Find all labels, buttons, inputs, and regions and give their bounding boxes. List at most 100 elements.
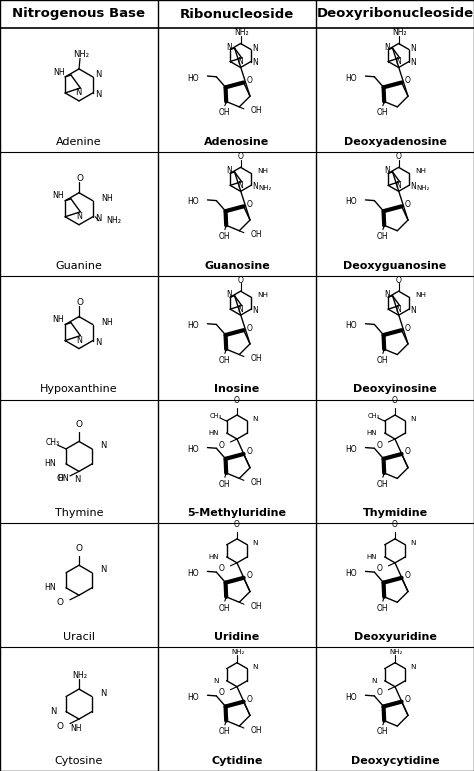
- Text: Adenine: Adenine: [56, 136, 102, 146]
- Text: N: N: [213, 678, 219, 684]
- Text: 5-Methyluridine: 5-Methyluridine: [188, 508, 286, 518]
- Text: NH₂: NH₂: [73, 671, 88, 680]
- Text: O: O: [219, 564, 224, 574]
- Text: Cytidine: Cytidine: [211, 756, 263, 766]
- Text: O: O: [219, 689, 224, 697]
- Text: N: N: [252, 305, 258, 315]
- Text: OH: OH: [219, 480, 231, 489]
- Text: OH: OH: [251, 478, 263, 487]
- Text: Uridine: Uridine: [214, 632, 260, 642]
- Text: NH₂: NH₂: [259, 185, 272, 191]
- Text: NH: NH: [101, 318, 113, 327]
- Text: N: N: [410, 305, 416, 315]
- Text: CH₃: CH₃: [368, 413, 380, 419]
- Text: Deoxyuridine: Deoxyuridine: [354, 632, 437, 642]
- Text: OH: OH: [251, 601, 263, 611]
- Text: NH₂: NH₂: [389, 649, 403, 655]
- Text: O: O: [246, 447, 253, 456]
- Text: N: N: [100, 689, 106, 698]
- Text: N: N: [410, 416, 416, 422]
- Text: O: O: [246, 200, 253, 209]
- Text: N: N: [385, 167, 391, 176]
- Text: O: O: [75, 544, 82, 553]
- Text: HN: HN: [44, 583, 56, 592]
- Text: OH: OH: [251, 354, 263, 363]
- Text: NH: NH: [415, 168, 426, 174]
- Text: OH: OH: [377, 480, 389, 489]
- Text: N: N: [410, 664, 416, 670]
- Text: N: N: [95, 338, 101, 347]
- Text: O: O: [405, 76, 410, 85]
- Text: Adenosine: Adenosine: [204, 136, 270, 146]
- Text: OH: OH: [219, 727, 231, 736]
- Text: N: N: [252, 182, 258, 191]
- Text: O: O: [405, 324, 410, 332]
- Text: O: O: [405, 571, 410, 581]
- Text: N: N: [227, 167, 232, 176]
- Text: OH: OH: [219, 232, 231, 241]
- Text: O: O: [246, 695, 253, 704]
- Text: HO: HO: [187, 692, 199, 702]
- Text: HN: HN: [57, 474, 69, 483]
- Text: HO: HO: [187, 197, 199, 207]
- Text: OH: OH: [377, 727, 389, 736]
- Text: OH: OH: [377, 604, 389, 613]
- Text: O: O: [396, 276, 401, 284]
- Text: O: O: [76, 298, 83, 307]
- Text: O: O: [405, 200, 410, 209]
- Text: NH: NH: [52, 191, 64, 200]
- Text: Deoxyinosine: Deoxyinosine: [353, 385, 437, 395]
- Text: O: O: [234, 396, 240, 406]
- Text: NH: NH: [101, 194, 113, 204]
- Text: N: N: [396, 57, 401, 66]
- Text: OH: OH: [219, 356, 231, 365]
- Text: N: N: [76, 212, 82, 221]
- Text: HN: HN: [44, 460, 56, 469]
- Text: O: O: [392, 520, 398, 529]
- Text: N: N: [252, 664, 258, 670]
- Text: N: N: [385, 290, 391, 299]
- Text: N: N: [100, 565, 106, 574]
- Text: NH: NH: [415, 292, 426, 298]
- Text: HO: HO: [345, 569, 356, 578]
- Text: N: N: [227, 42, 232, 52]
- Text: Cytosine: Cytosine: [55, 756, 103, 766]
- Text: HO: HO: [345, 445, 356, 454]
- Text: HO: HO: [187, 569, 199, 578]
- Text: O: O: [57, 598, 64, 608]
- Text: O: O: [76, 173, 83, 183]
- Text: O: O: [392, 396, 398, 406]
- Text: OH: OH: [251, 726, 263, 735]
- Text: NH₂: NH₂: [417, 185, 430, 191]
- Text: N: N: [396, 305, 401, 314]
- Text: Thymine: Thymine: [55, 508, 103, 518]
- Text: O: O: [376, 440, 383, 449]
- Text: NH: NH: [70, 723, 82, 732]
- Text: OH: OH: [377, 356, 389, 365]
- Text: CH₃: CH₃: [46, 439, 60, 447]
- Text: NH₂: NH₂: [106, 216, 121, 225]
- Text: OH: OH: [251, 231, 263, 239]
- Text: Inosine: Inosine: [214, 385, 260, 395]
- Text: Thymidine: Thymidine: [363, 508, 428, 518]
- Text: HN: HN: [208, 430, 219, 436]
- Text: Deoxycytidine: Deoxycytidine: [351, 756, 439, 766]
- Text: N: N: [238, 305, 244, 314]
- Text: N: N: [95, 70, 101, 79]
- Text: N: N: [252, 58, 258, 67]
- Text: HO: HO: [187, 322, 199, 330]
- Text: O: O: [246, 76, 253, 85]
- Text: N: N: [252, 540, 258, 546]
- Text: HN: HN: [366, 430, 377, 436]
- Text: O: O: [405, 695, 410, 704]
- Text: NH₂: NH₂: [73, 50, 89, 59]
- Text: O: O: [376, 689, 383, 697]
- Text: O: O: [396, 152, 401, 161]
- Text: HN: HN: [208, 554, 219, 560]
- Text: HO: HO: [345, 692, 356, 702]
- Text: Nitrogenous Base: Nitrogenous Base: [12, 8, 146, 21]
- Text: HO: HO: [345, 322, 356, 330]
- Text: O: O: [376, 564, 383, 574]
- Text: N: N: [238, 181, 244, 190]
- Text: N: N: [95, 90, 101, 99]
